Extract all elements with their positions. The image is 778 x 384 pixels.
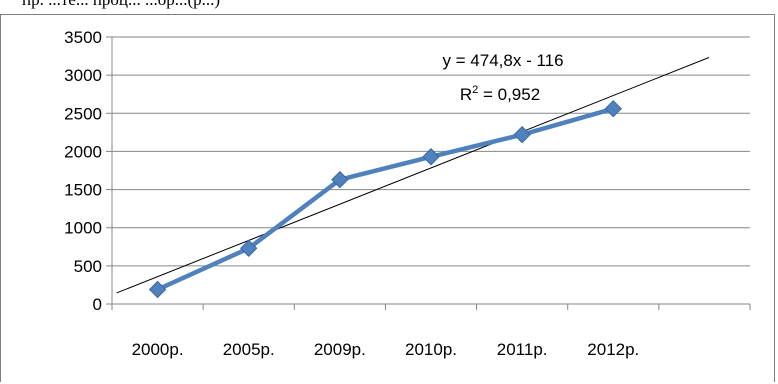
trendline-layer	[116, 57, 710, 294]
series-line	[156, 106, 614, 292]
annotation-layer: y = 474,8x - 116 R2 = 0,952	[442, 51, 563, 104]
cut-off-caption-text: пр. ...те... проц... ...ор...(р...)	[22, 0, 220, 10]
r-squared-annotation: R2 = 0,952	[460, 84, 540, 104]
data-point-marker	[604, 100, 622, 118]
y-tick-label: 500	[74, 257, 102, 276]
trendline-equation: y = 474,8x - 116	[442, 51, 563, 70]
y-tick-label: 1500	[64, 181, 102, 200]
series-layer	[148, 100, 622, 299]
x-tick-label: 2012р.	[587, 340, 639, 359]
x-tick-label: 2011р.	[497, 340, 548, 359]
y-tick-labels: 0 500 1000 1500 2000 2500 3000 3500	[64, 28, 102, 314]
y-tick-label: 2000	[64, 142, 102, 161]
data-point-marker	[331, 170, 349, 189]
x-tick-label: 2000р.	[132, 340, 184, 359]
data-point-marker	[240, 239, 258, 258]
x-tick-label: 2005р.	[223, 340, 275, 359]
r-squared-label: R	[460, 85, 472, 104]
data-point-marker	[148, 280, 167, 299]
y-tick-label: 0	[93, 295, 102, 314]
x-tick-label: 2010р.	[405, 340, 457, 359]
y-tick-label: 1000	[64, 219, 102, 238]
axis-layer	[106, 36, 751, 310]
trendline	[116, 57, 710, 294]
data-point-marker	[513, 125, 531, 144]
y-tick-label: 2500	[64, 104, 102, 123]
grid-layer	[112, 36, 750, 267]
chart-frame	[0, 14, 775, 382]
r-squared-superscript: 2	[472, 84, 478, 96]
x-tick-label: 2009р.	[314, 340, 366, 359]
y-tick-label: 3500	[64, 28, 102, 47]
r-squared-value: = 0,952	[478, 85, 540, 104]
x-tick-labels: 2000р. 2005р. 2009р. 2010р. 2011р. 2012р.	[132, 340, 640, 359]
y-tick-label: 3000	[64, 66, 102, 85]
data-point-marker	[422, 148, 440, 166]
